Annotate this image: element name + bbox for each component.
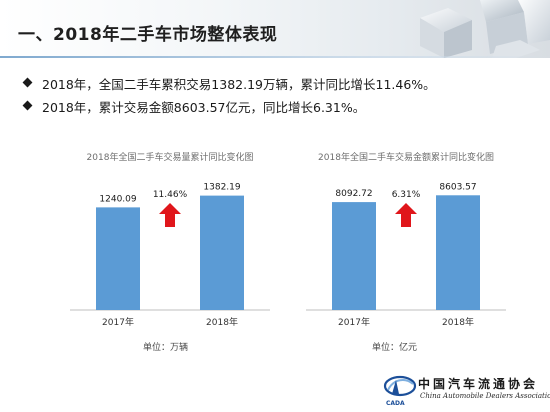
bar xyxy=(200,195,244,310)
x-tick-label: 2017年 xyxy=(338,316,370,328)
header-divider xyxy=(0,56,550,58)
chart-title: 2018年全国二手车交易金额累计同比变化图 xyxy=(318,153,494,163)
unit-label: 单位：万辆 xyxy=(143,343,189,353)
header-band: 一、2018年二手车市场整体表现 xyxy=(0,0,550,58)
bar xyxy=(96,207,140,310)
bullet-text-volume: 2018年，全国二手车累积交易1382.19万辆，累计同比增长11.46%。 xyxy=(42,77,436,92)
chart-plot: 8092.72 2017年 8603.57 2018年 6.31% xyxy=(306,182,506,328)
x-tick-label: 2017年 xyxy=(102,316,134,328)
chart-volume: 2018年全国二手车交易量累计同比变化图 1240.09 2017年 1382.19… xyxy=(60,150,280,353)
bar-value-label: 8092.72 xyxy=(335,189,372,199)
cada-emblem-icon xyxy=(383,375,417,397)
growth-rate-label: 11.46% xyxy=(153,190,188,200)
decorative-cubes-image xyxy=(420,0,550,58)
bar-value-label: 1240.09 xyxy=(99,194,136,204)
bar-value-label: 1382.19 xyxy=(203,183,240,193)
unit-label: 单位：亿元 xyxy=(372,343,418,353)
diamond-bullet-icon xyxy=(22,77,33,88)
bullet-text-value: 2018年，累计交易金额8603.57亿元，同比增长6.31%。 xyxy=(42,100,366,115)
bar-value-label: 8603.57 xyxy=(439,182,476,192)
bullet-item: 2018年，累计交易金额8603.57亿元，同比增长6.31%。 xyxy=(20,97,540,117)
logo-name-cn: 中国汽车流通协会 xyxy=(418,377,539,391)
page-title: 一、2018年二手车市场整体表现 xyxy=(18,25,278,45)
bar xyxy=(332,202,376,310)
chart-title: 2018年全国二手车交易量累计同比变化图 xyxy=(86,153,254,163)
x-tick-label: 2018年 xyxy=(206,316,238,328)
x-tick-label: 2018年 xyxy=(442,316,474,328)
diamond-bullet-icon xyxy=(22,100,33,111)
chart-plot: 1240.09 2017年 1382.19 2018年 11.46% xyxy=(70,183,270,328)
bullet-list: 2018年，全国二手车累积交易1382.19万辆，累计同比增长11.46%。 2… xyxy=(20,74,540,120)
logo-name-en: China Automobile Dealers Association xyxy=(420,392,550,400)
chart-value: 2018年全国二手车交易金额累计同比变化图 8092.72 2017年 8603.5… xyxy=(296,150,516,353)
growth-rate-label: 6.31% xyxy=(392,190,421,200)
bullet-item: 2018年，全国二手车累积交易1382.19万辆，累计同比增长11.46%。 xyxy=(20,74,540,94)
logo-abbreviation: CADA xyxy=(386,400,405,407)
cada-logo: CADA 中国汽车流通协会 China Automobile Dealers A… xyxy=(382,372,550,410)
growth-arrow-icon xyxy=(395,203,417,227)
bar xyxy=(436,195,480,310)
growth-arrow-icon xyxy=(159,203,181,227)
